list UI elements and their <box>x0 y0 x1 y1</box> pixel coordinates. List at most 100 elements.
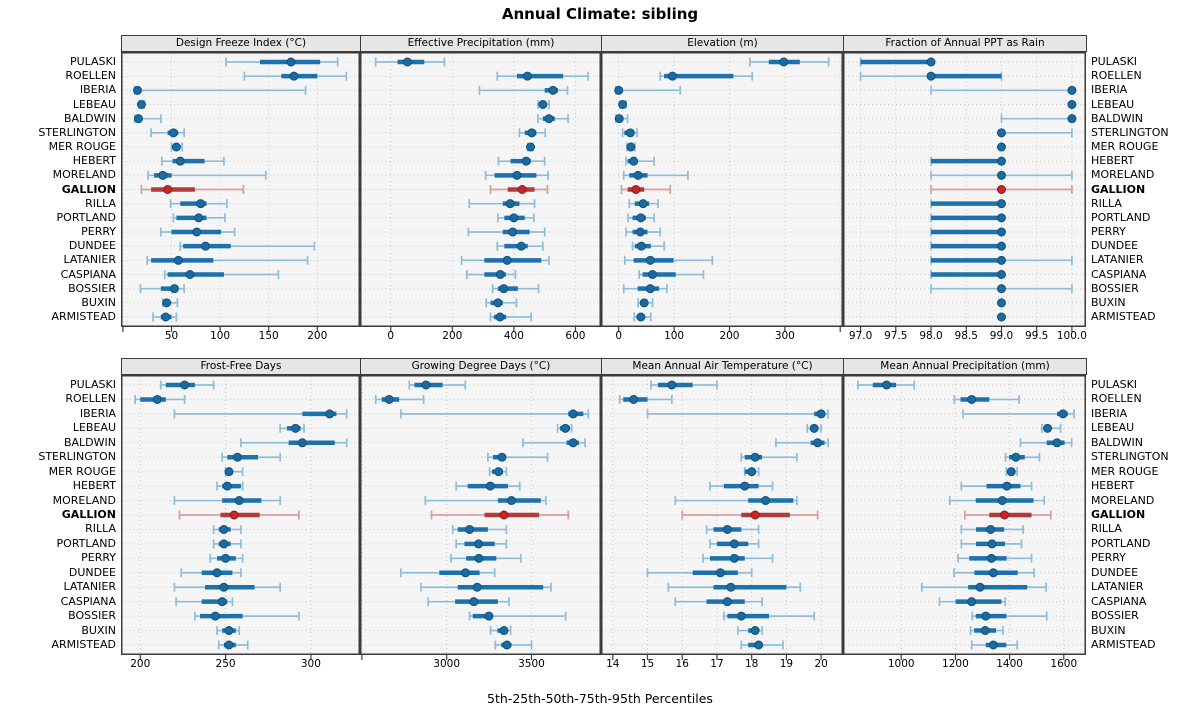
site-label-left-buxin: BUXIN <box>81 295 116 309</box>
panel-plot-fraction-of-annual-ppt-as-rain <box>843 52 1087 338</box>
site-label-right-roellen: ROELLEN <box>1091 69 1142 83</box>
panel-strip-growing-degree-days-c: Growing Degree Days (°C) <box>360 358 602 375</box>
axis-tick-label: 300 <box>774 330 795 342</box>
axis-tick-label: 300 <box>300 658 321 670</box>
site-label-right-pulaski: PULASKI <box>1091 378 1138 391</box>
axis-tick-label: 3000 <box>433 658 461 670</box>
panel-strip-mean-annual-air-temperature-c: Mean Annual Air Temperature (°C) <box>601 358 844 375</box>
site-label-right-buxin: BUXIN <box>1091 623 1126 637</box>
site-label-right-caspiana: CASPIANA <box>1091 267 1147 281</box>
site-label-left-baldwin: BALDWIN <box>63 435 116 449</box>
axis-tick-label: 100 <box>664 330 685 342</box>
site-label-right-iberia: IBERIA <box>1091 406 1128 420</box>
site-label-left-roellen: ROELLEN <box>65 69 116 83</box>
panel-strip-frost-free-days: Frost-Free Days <box>121 358 361 375</box>
axis-tick-label: 97.5 <box>884 330 908 342</box>
site-label-left-latanier: LATANIER <box>63 253 116 267</box>
site-label-right-lebeau: LEBEAU <box>1091 421 1135 435</box>
site-label-right-baldwin: BALDWIN <box>1091 435 1144 449</box>
axis-tick-label: 200 <box>442 330 463 342</box>
axis-tick-label: 98.5 <box>954 330 978 342</box>
axis-tick-label: 1200 <box>942 658 969 670</box>
panel-plot-frost-free-days <box>121 375 361 666</box>
axis-tick-label: 18 <box>744 658 759 670</box>
axis-tick-label: 98.0 <box>919 330 943 342</box>
axis-tick-label: 150 <box>258 330 279 342</box>
axis-tick-label: 50 <box>164 330 179 342</box>
panel-strip-mean-annual-precipitation-mm: Mean Annual Precipitation (mm) <box>843 358 1087 375</box>
site-label-right-lebeau: LEBEAU <box>1091 97 1135 111</box>
site-label-right-rilla: RILLA <box>1091 522 1122 536</box>
site-label-left-perry: PERRY <box>81 551 116 565</box>
axis-tick-label: 17 <box>710 658 724 670</box>
site-label-right-rilla: RILLA <box>1091 196 1122 210</box>
percentile-caption: 5th-25th-50th-75th-95th Percentiles <box>487 691 713 706</box>
axis-tick-label: 1600 <box>1050 658 1078 670</box>
site-label-left-mer-rouge: MER ROUGE <box>48 140 116 153</box>
site-label-left-sterlington: STERLINGTON <box>38 125 116 139</box>
site-label-right-latanier: LATANIER <box>1091 253 1144 267</box>
panel-plot-growing-degree-days-c <box>360 375 602 666</box>
site-label-right-caspiana: CASPIANA <box>1091 594 1147 608</box>
axis-tick-label: 3500 <box>518 658 545 670</box>
axis-tick-label: 250 <box>215 658 236 670</box>
panel-strip-fraction-of-annual-ppt-as-rain: Fraction of Annual PPT as Rain <box>843 35 1087 52</box>
site-label-right-dundee: DUNDEE <box>1091 565 1139 579</box>
panel-plot-mean-annual-air-temperature-c <box>601 375 844 666</box>
axis-tick-label: 16 <box>675 658 689 670</box>
site-label-right-hebert: HEBERT <box>1091 154 1135 168</box>
panel-strip-effective-precipitation-mm: Effective Precipitation (mm) <box>360 35 602 52</box>
axis-tick-label: 15 <box>640 658 655 670</box>
site-label-left-armistead: ARMISTEAD <box>51 310 116 323</box>
axis-tick-label: 20 <box>814 658 828 670</box>
site-label-right-armistead: ARMISTEAD <box>1091 638 1156 651</box>
site-label-right-bossier: BOSSIER <box>1091 281 1139 295</box>
site-label-right-armistead: ARMISTEAD <box>1091 310 1156 323</box>
axis-tick-label: 100.0 <box>1056 330 1087 342</box>
site-label-right-dundee: DUNDEE <box>1091 239 1139 253</box>
site-label-right-sterlington: STERLINGTON <box>1091 450 1169 464</box>
axis-tick-label: 200 <box>719 330 740 342</box>
axis-tick-label: 97.0 <box>848 330 873 342</box>
site-label-left-dundee: DUNDEE <box>68 565 116 579</box>
panel-plot-effective-precipitation-mm <box>360 52 602 338</box>
site-label-left-dundee: DUNDEE <box>68 239 116 253</box>
axis-tick-label: 99.0 <box>989 330 1014 342</box>
axis-tick-label: 14 <box>606 658 620 670</box>
site-label-left-baldwin: BALDWIN <box>63 111 116 125</box>
chart-title: Annual Climate: sibling <box>501 5 699 23</box>
site-label-left-gallion: GALLION <box>61 508 116 521</box>
site-label-left-mer-rouge: MER ROUGE <box>48 464 116 478</box>
axis-tick-label: 19 <box>779 658 794 670</box>
site-label-left-iberia: IBERIA <box>79 83 116 97</box>
axis-tick-label: 0 <box>615 330 623 342</box>
site-label-right-gallion: GALLION <box>1091 182 1146 196</box>
site-label-right-latanier: LATANIER <box>1091 580 1144 594</box>
site-label-left-lebeau: LEBEAU <box>72 421 116 435</box>
site-label-left-moreland: MORELAND <box>52 493 116 507</box>
axis-tick-label: 0 <box>387 330 395 342</box>
site-label-right-gallion: GALLION <box>1091 508 1146 521</box>
site-label-left-lebeau: LEBEAU <box>72 97 116 111</box>
site-label-left-rilla: RILLA <box>85 522 116 536</box>
site-label-left-pulaski: PULASKI <box>69 378 116 391</box>
site-label-left-hebert: HEBERT <box>72 479 116 493</box>
panel-plot-elevation-m <box>601 52 844 338</box>
site-label-left-sterlington: STERLINGTON <box>38 450 116 464</box>
panel-strip-elevation-m: Elevation (m) <box>601 35 844 52</box>
site-label-right-hebert: HEBERT <box>1091 479 1135 493</box>
axis-tick-label: 1000 <box>887 658 915 670</box>
site-label-left-bossier: BOSSIER <box>68 609 116 623</box>
site-label-right-bossier: BOSSIER <box>1091 609 1139 623</box>
site-label-left-latanier: LATANIER <box>63 580 116 594</box>
site-label-left-caspiana: CASPIANA <box>60 267 116 281</box>
site-label-left-iberia: IBERIA <box>79 406 116 420</box>
site-label-left-portland: PORTLAND <box>56 210 116 224</box>
site-label-right-portland: PORTLAND <box>1091 536 1151 550</box>
axis-tick-label: 400 <box>503 330 524 342</box>
site-label-right-moreland: MORELAND <box>1091 168 1155 182</box>
site-label-left-hebert: HEBERT <box>72 154 116 168</box>
site-label-right-roellen: ROELLEN <box>1091 392 1142 406</box>
site-label-left-buxin: BUXIN <box>81 623 116 637</box>
